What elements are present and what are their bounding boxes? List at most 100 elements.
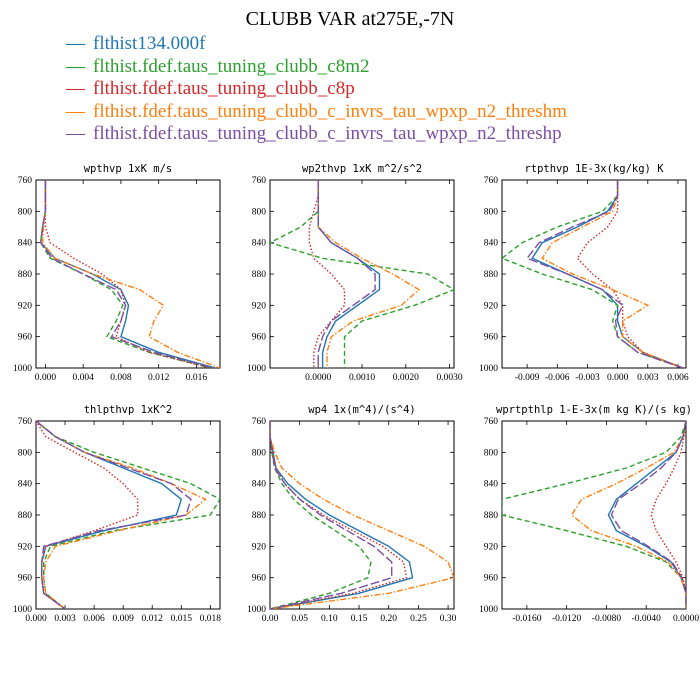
x-tick-label: -0.0040 (632, 614, 662, 624)
chart-panel-2: wp2thvp 1xK m^2/s^2 760 800 840 880 920 960 100… (247, 163, 463, 383)
y-tick-label: 920 (484, 542, 499, 552)
panel-title: wpthvp 1xK m/s (84, 163, 173, 175)
y-tick-label: 1000 (13, 364, 32, 374)
x-tick-label: -0.0160 (512, 614, 542, 624)
legend-label: flthist.fdef.taus_tuning_clubb_c_invrs_t… (93, 100, 567, 122)
legend-line-dashed-icon: — (66, 55, 85, 77)
series-line-3 (650, 421, 686, 609)
y-tick-label: 1000 (247, 605, 266, 615)
series-line-4 (36, 421, 207, 609)
plot-frame (269, 420, 455, 610)
x-tick-label: 0.003 (54, 614, 76, 624)
legend-item: — flthist.fdef.taus_tuning_clubb_c_invrs_… (66, 101, 567, 124)
x-tick-label: 0.008 (110, 373, 132, 383)
x-tick-label: 0.018 (200, 614, 222, 624)
series-line-4 (41, 180, 220, 368)
legend-label: flthist.fdef.taus_tuning_clubb_c8m2 (93, 55, 370, 77)
y-tick-label: 880 (484, 511, 499, 521)
panel-title: thlpthvp 1xK^2 (84, 404, 173, 416)
series-line-3 (308, 180, 346, 368)
series-line-5 (270, 421, 393, 609)
legend-label: flthist.fdef.taus_tuning_clubb_c_invrs_t… (93, 123, 562, 144)
series-line-2 (502, 421, 686, 609)
y-tick-label: 880 (252, 270, 267, 280)
legend-line-dotted-icon: — (66, 78, 85, 99)
x-tick-label: 0.004 (72, 373, 94, 383)
x-tick-label: -0.006 (545, 373, 570, 383)
y-tick-label: 800 (18, 448, 33, 458)
x-tick-label: 0.05 (291, 614, 308, 624)
series-line-2 (270, 180, 454, 368)
x-tick-label: 0.012 (142, 614, 164, 624)
x-tick-label: 0.0010 (349, 373, 375, 383)
x-tick-label: 0.10 (321, 614, 338, 624)
y-tick-label: 840 (18, 239, 33, 249)
x-tick-label: -0.009 (515, 373, 540, 383)
x-tick-label: 0.006 (83, 614, 105, 624)
y-tick-label: 880 (252, 511, 267, 521)
series-line-3 (576, 180, 684, 368)
series-line-5 (525, 180, 684, 368)
x-tick-label: 0.15 (351, 614, 368, 624)
x-tick-label: 0.0000 (673, 614, 699, 624)
x-tick-label: 0.012 (148, 373, 170, 383)
series-line-4 (317, 180, 421, 368)
series-line-5 (36, 421, 192, 609)
y-tick-label: 760 (252, 417, 267, 427)
legend-item: — flthist.fdef.taus_tuning_clubb_c_invrs_… (66, 123, 567, 146)
x-tick-label: 0.20 (380, 614, 397, 624)
x-tick-label: 0.016 (186, 373, 208, 383)
chart-panel-3: rtpthvp 1E-3x(kg/kg) K 760 800 840 880 920 960… (479, 163, 689, 383)
y-tick-label: 920 (18, 542, 33, 552)
series-line-1 (607, 421, 686, 609)
y-tick-label: 840 (484, 239, 499, 249)
x-tick-label: 0.25 (410, 614, 427, 624)
legend-item: — flthist.fdef.taus_tuning_clubb_c8p (66, 78, 567, 101)
y-tick-label: 960 (18, 574, 33, 584)
panel-title: rtpthvp 1E-3x(kg/kg) K (524, 163, 664, 175)
x-tick-label: 0.000 (25, 614, 47, 624)
x-tick-label: 0.000 (607, 373, 629, 383)
y-tick-label: 840 (18, 480, 33, 490)
series-line-1 (317, 180, 381, 368)
x-tick-label: 0.0020 (393, 373, 419, 383)
legend-line-longdash-icon: — (66, 123, 85, 144)
x-tick-label: 0.000 (35, 373, 57, 383)
figure-title: CLUBB VAR at275E,-7N (245, 8, 455, 30)
y-tick-label: 960 (484, 574, 499, 584)
legend-item: — flthist134.000f (66, 33, 567, 56)
panel-title: wp4 1x(m^4)/(s^4) (308, 404, 415, 416)
series-line-4 (541, 180, 684, 368)
panel-title: wp2thvp 1xK m^2/s^2 (302, 163, 422, 175)
y-tick-label: 800 (484, 448, 499, 458)
x-tick-label: 0.003 (637, 373, 659, 383)
y-tick-label: 960 (252, 574, 267, 584)
series-line-1 (39, 180, 216, 368)
series-line-3 (270, 421, 408, 609)
legend-line-solid-icon: — (66, 33, 85, 54)
y-tick-label: 880 (18, 270, 33, 280)
x-tick-label: -0.003 (575, 373, 600, 383)
legend-item: — flthist.fdef.taus_tuning_clubb_c8m2 (66, 56, 567, 79)
y-tick-label: 1000 (247, 364, 266, 374)
y-tick-label: 840 (252, 239, 267, 249)
y-tick-label: 840 (252, 480, 267, 490)
y-tick-label: 1000 (13, 605, 32, 615)
series-line-2 (36, 421, 220, 609)
legend-label: flthist134.000f (93, 33, 206, 54)
x-tick-label: 0.30 (440, 614, 457, 624)
x-tick-label: 0.00 (262, 614, 279, 624)
y-tick-label: 960 (484, 333, 499, 343)
y-tick-label: 760 (18, 176, 33, 186)
y-tick-label: 760 (252, 176, 267, 186)
y-tick-label: 880 (484, 270, 499, 280)
y-tick-label: 960 (18, 333, 33, 343)
y-tick-label: 760 (484, 417, 499, 427)
y-tick-label: 760 (18, 417, 33, 427)
plot-frame (501, 420, 687, 610)
y-tick-label: 800 (18, 207, 33, 217)
series-line-5 (39, 180, 214, 368)
y-tick-label: 920 (18, 301, 33, 311)
y-tick-label: 920 (252, 542, 267, 552)
